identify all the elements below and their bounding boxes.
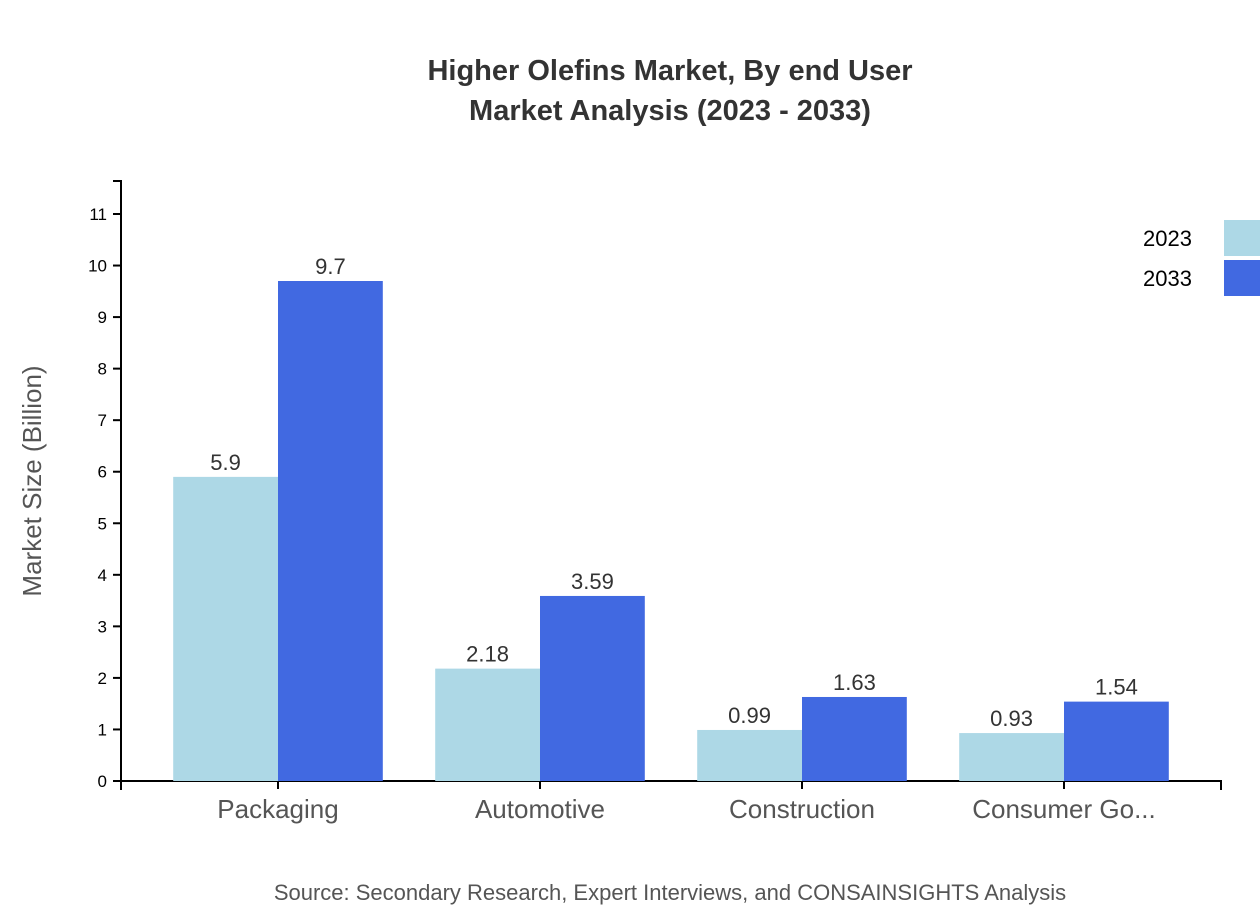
y-tick-label: 11	[89, 205, 107, 224]
y-tick-label: 2	[98, 669, 107, 688]
bar-2023	[959, 733, 1064, 781]
x-axis-line	[120, 780, 1222, 790]
bar-2033	[540, 595, 645, 781]
data-label: 0.93	[990, 706, 1033, 731]
y-tick-label: 7	[98, 411, 107, 430]
chart-title-line-1: Higher Olefins Market, By end User	[427, 55, 912, 87]
data-label: 9.7	[315, 254, 346, 279]
bar-2023	[435, 668, 540, 781]
legend-label: 2023	[1143, 226, 1192, 251]
data-label: 0.99	[728, 703, 771, 728]
y-tick-label: 6	[98, 463, 107, 482]
source-note: Source: Secondary Research, Expert Inter…	[274, 880, 1066, 905]
y-tick-label: 8	[98, 360, 107, 379]
data-label: 1.54	[1095, 675, 1138, 700]
x-tick-label: Construction	[729, 794, 875, 824]
bar-2033	[802, 696, 907, 781]
y-axis-line	[113, 180, 122, 782]
y-tick-label: 1	[98, 720, 107, 739]
y-axis-label: Market Size (Billion)	[17, 365, 47, 596]
y-tick-label: 3	[98, 617, 107, 636]
bar-2033	[1064, 701, 1169, 781]
x-tick-label: Automotive	[475, 794, 605, 824]
x-tick-label: Packaging	[217, 794, 338, 824]
bar-2023	[173, 476, 278, 781]
x-tick-label: Consumer Go...	[972, 794, 1156, 824]
y-tick-label: 10	[88, 257, 107, 276]
data-label: 1.63	[833, 670, 876, 695]
data-label: 5.9	[210, 450, 241, 475]
bar-2033	[278, 281, 383, 781]
data-label: 2.18	[466, 642, 509, 667]
legend-swatch-2023	[1224, 220, 1260, 256]
bar-2023	[697, 729, 802, 781]
y-tick-label: 5	[98, 514, 107, 533]
data-label: 3.59	[571, 569, 614, 594]
legend-swatch-2033	[1224, 260, 1260, 296]
legend-label: 2033	[1143, 266, 1192, 291]
y-tick-label: 9	[98, 308, 107, 327]
chart-title-line-2: Market Analysis (2023 - 2033)	[469, 95, 871, 127]
y-tick-label: 4	[98, 566, 107, 585]
y-tick-label: 0	[98, 772, 107, 791]
